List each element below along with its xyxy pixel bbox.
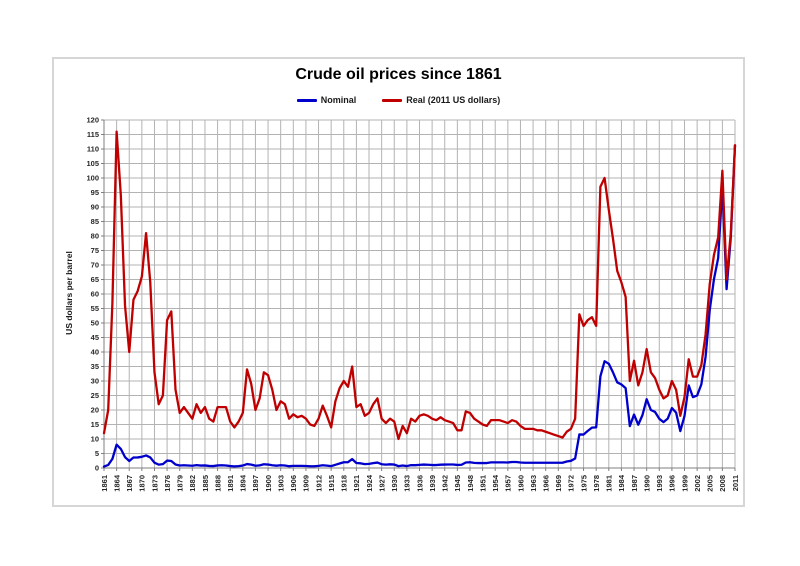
y-tick-label: 80 — [91, 232, 99, 241]
x-tick-label: 1975 — [579, 475, 588, 492]
x-tick-label: 1933 — [403, 475, 412, 492]
x-tick-label: 1987 — [630, 475, 639, 492]
x-tick-label: 1963 — [529, 475, 538, 492]
y-tick-label: 35 — [91, 362, 99, 371]
y-tick-label: 25 — [91, 391, 99, 400]
x-tick-label: 1906 — [289, 475, 298, 492]
x-tick-label: 1879 — [176, 475, 185, 492]
legend-item-real: Real (2011 US dollars) — [382, 95, 500, 105]
chart-frame: Crude oil prices since 1861 Nominal Real… — [52, 57, 745, 507]
nominal-line-swatch — [296, 98, 317, 102]
chart-title: Crude oil prices since 1861 — [295, 66, 502, 83]
x-tick-label: 1861 — [100, 475, 109, 492]
x-tick-label: 1981 — [605, 475, 614, 492]
y-tick-label: 65 — [91, 275, 99, 284]
y-tick-label: 95 — [91, 188, 99, 197]
y-tick-label: 20 — [91, 406, 99, 415]
y-tick-label: 60 — [91, 290, 99, 299]
x-tick-label: 1894 — [239, 474, 248, 492]
x-tick-label: 1885 — [201, 475, 210, 492]
x-tick-label: 1978 — [592, 475, 601, 492]
plot-area: 1861 1864 1867 1870 1873 1876 1879 1882 1885 1888… — [86, 116, 740, 492]
y-tick-label: 15 — [91, 420, 99, 429]
x-tick-label: 1873 — [150, 475, 159, 492]
x-tick-label: 1918 — [340, 475, 349, 492]
y-tick-label: 105 — [86, 159, 99, 168]
x-tick-label: 1870 — [138, 475, 147, 492]
x-tick-label: 1972 — [567, 475, 576, 492]
x-tick-label: 1876 — [163, 475, 172, 492]
y-tick-label: 75 — [91, 246, 99, 255]
y-tick-label: 55 — [91, 304, 99, 313]
y-tick-label: 40 — [91, 348, 99, 357]
x-tick-label: 1990 — [642, 475, 651, 492]
y-tick-label: 120 — [86, 116, 99, 125]
x-tick-label: 1912 — [314, 475, 323, 492]
x-tick-label: 1927 — [377, 475, 386, 492]
x-tick-label: 1867 — [125, 475, 134, 492]
x-tick-label: 1957 — [504, 475, 513, 492]
y-tick-label: 90 — [91, 203, 99, 212]
x-tick-label: 1903 — [276, 475, 285, 492]
y-tick-label: 100 — [86, 174, 99, 183]
y-tick-label: 45 — [91, 333, 99, 342]
x-tick-label: 1891 — [226, 475, 235, 492]
x-tick-label: 1984 — [617, 474, 626, 492]
x-tick-label: 1897 — [251, 475, 260, 492]
x-tick-label: 2008 — [718, 475, 727, 492]
x-tick-label: 1996 — [668, 475, 677, 492]
x-tick-label: 1969 — [554, 475, 563, 492]
x-tick-label: 2002 — [693, 475, 702, 492]
x-tick-label: 1915 — [327, 475, 336, 492]
x-tick-label: 1930 — [390, 475, 399, 492]
x-tick-label: 1948 — [466, 475, 475, 492]
x-tick-label: 1942 — [441, 475, 450, 492]
legend-item-nominal: Nominal — [296, 95, 357, 105]
x-tick-label: 1993 — [655, 475, 664, 492]
y-tick-label: 10 — [91, 435, 99, 444]
x-tick-label: 1954 — [491, 474, 500, 492]
nominal-line — [102, 144, 737, 468]
x-tick-label: 2005 — [706, 475, 715, 492]
x-tick-label: 1960 — [516, 475, 525, 492]
x-tick-label: 1882 — [188, 475, 197, 492]
legend-label-nominal: Nominal — [320, 95, 357, 105]
x-tick-label: 1936 — [415, 475, 424, 492]
x-tick-label: 1939 — [428, 475, 437, 492]
y-tick-label: 110 — [87, 145, 99, 154]
real-line — [102, 130, 737, 441]
x-tick-label: 1900 — [264, 475, 273, 492]
y-tick-label: 85 — [91, 217, 99, 226]
y-tick-label: 70 — [91, 261, 99, 270]
y-tick-label: 0 — [95, 464, 99, 473]
y-tick-label: 5 — [95, 449, 99, 458]
x-tick-label: 1945 — [453, 475, 462, 492]
x-tick-label: 1888 — [213, 475, 222, 492]
y-tick-label: 30 — [91, 377, 99, 386]
x-tick-label: 1864 — [112, 474, 121, 492]
x-tick-label: 1924 — [365, 474, 374, 492]
x-tick-label: 1909 — [302, 475, 311, 492]
x-tick-label: 1966 — [542, 475, 551, 492]
x-tick-label: 1921 — [352, 475, 361, 492]
real-line-swatch — [382, 98, 403, 102]
x-tick-label: 2011 — [731, 475, 740, 491]
x-tick-label: 1951 — [478, 475, 487, 492]
y-tick-label: 50 — [91, 319, 99, 328]
y-tick-label: 115 — [87, 130, 99, 139]
legend-label-real: Real (2011 US dollars) — [406, 95, 501, 105]
x-tick-label: 1999 — [680, 475, 689, 492]
chart-legend: Nominal Real (2011 US dollars) — [54, 95, 743, 105]
